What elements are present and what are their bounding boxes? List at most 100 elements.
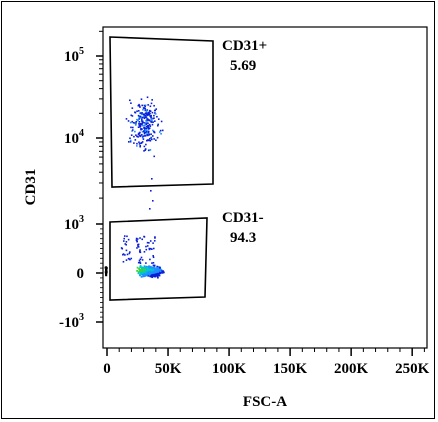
- event-dot: [138, 121, 141, 123]
- plot-area: [102, 26, 428, 349]
- event-dot: [146, 114, 149, 116]
- event-dot: [134, 111, 137, 114]
- event-dot: [148, 266, 151, 269]
- event-dot: [149, 112, 151, 115]
- event-dot: [140, 256, 143, 259]
- event-dot: [139, 112, 141, 114]
- event-dot: [150, 269, 153, 272]
- event-dot: [134, 139, 137, 141]
- event-dot: [139, 271, 142, 274]
- x-tick-label: 150K: [273, 361, 308, 377]
- event-dot: [151, 267, 154, 270]
- event-dot: [148, 109, 151, 112]
- event-dot: [152, 256, 155, 259]
- event-dot: [151, 99, 153, 101]
- event-dot: [144, 148, 147, 150]
- event-dot: [157, 271, 160, 273]
- event-dot: [136, 110, 138, 113]
- event-dot: [105, 274, 108, 277]
- event-dot: [148, 273, 151, 276]
- event-dot: [143, 104, 146, 107]
- event-dot: [136, 238, 139, 240]
- event-dot: [141, 238, 144, 241]
- event-dot: [150, 268, 153, 271]
- event-dot: [145, 272, 148, 275]
- event-dot: [149, 270, 152, 273]
- event-dot: [149, 137, 152, 139]
- event-dot: [130, 114, 133, 117]
- event-dot: [152, 200, 154, 202]
- event-dot: [141, 122, 143, 124]
- event-dot: [146, 132, 148, 134]
- event-dot: [149, 247, 152, 250]
- event-dot: [140, 128, 142, 131]
- event-dot: [139, 145, 141, 148]
- event-dot: [136, 142, 138, 145]
- event-dot: [145, 112, 147, 114]
- event-dot: [153, 272, 155, 274]
- event-dot: [141, 128, 143, 130]
- event-dot: [152, 121, 154, 123]
- event-dot: [138, 103, 140, 106]
- event-dot: [147, 122, 149, 125]
- event-dot: [149, 268, 152, 270]
- event-dot: [150, 190, 152, 192]
- event-dot: [153, 114, 155, 117]
- event-dot: [159, 266, 161, 269]
- event-dot: [156, 115, 158, 118]
- event-dot: [133, 142, 135, 144]
- event-dot: [141, 120, 143, 122]
- event-dot: [141, 120, 144, 123]
- event-dot: [146, 267, 149, 270]
- event-dot: [145, 123, 147, 126]
- event-dot: [154, 274, 157, 276]
- event-dot: [146, 134, 149, 136]
- event-dot: [141, 133, 143, 136]
- gate-cd31-positive[interactable]: [109, 36, 214, 188]
- y-tick-label: -103: [59, 312, 84, 331]
- event-dot: [144, 105, 146, 108]
- event-dot: [150, 121, 152, 123]
- event-dot: [129, 139, 132, 142]
- event-dot: [146, 269, 148, 272]
- event-dot: [137, 133, 140, 136]
- event-dot: [139, 250, 141, 253]
- event-dot: [150, 133, 152, 136]
- event-dot: [130, 126, 132, 129]
- event-dot: [148, 123, 151, 126]
- event-dot: [153, 265, 156, 268]
- event-dot: [142, 138, 145, 140]
- event-dot: [144, 275, 147, 277]
- event-dot: [132, 126, 134, 129]
- event-dot: [143, 145, 146, 148]
- event-dot: [145, 116, 148, 118]
- event-dot: [141, 104, 144, 107]
- event-dot: [151, 248, 153, 250]
- event-dot: [136, 145, 138, 147]
- gate-cd31-negative[interactable]: [109, 217, 208, 301]
- event-dot: [145, 119, 147, 122]
- event-dot: [154, 275, 157, 278]
- event-dot: [127, 258, 130, 260]
- event-dot: [157, 123, 160, 126]
- event-dot: [140, 123, 142, 126]
- event-dot: [141, 130, 144, 133]
- event-dot: [143, 267, 146, 270]
- event-dot: [156, 276, 159, 279]
- event-dot: [157, 269, 160, 272]
- event-dot: [148, 119, 151, 122]
- event-dot: [104, 266, 107, 269]
- event-dot: [148, 248, 151, 251]
- y-tick-label: 103: [64, 214, 84, 233]
- event-dot: [144, 135, 147, 137]
- event-dot: [129, 137, 131, 140]
- event-dot: [144, 130, 147, 132]
- event-dot: [134, 124, 137, 126]
- event-dot: [161, 271, 164, 274]
- event-dot: [152, 264, 155, 267]
- event-dot: [145, 129, 148, 131]
- event-dot: [148, 133, 151, 136]
- event-dot: [135, 134, 137, 136]
- y-tick-label: 104: [64, 128, 84, 147]
- event-dot: [129, 140, 132, 143]
